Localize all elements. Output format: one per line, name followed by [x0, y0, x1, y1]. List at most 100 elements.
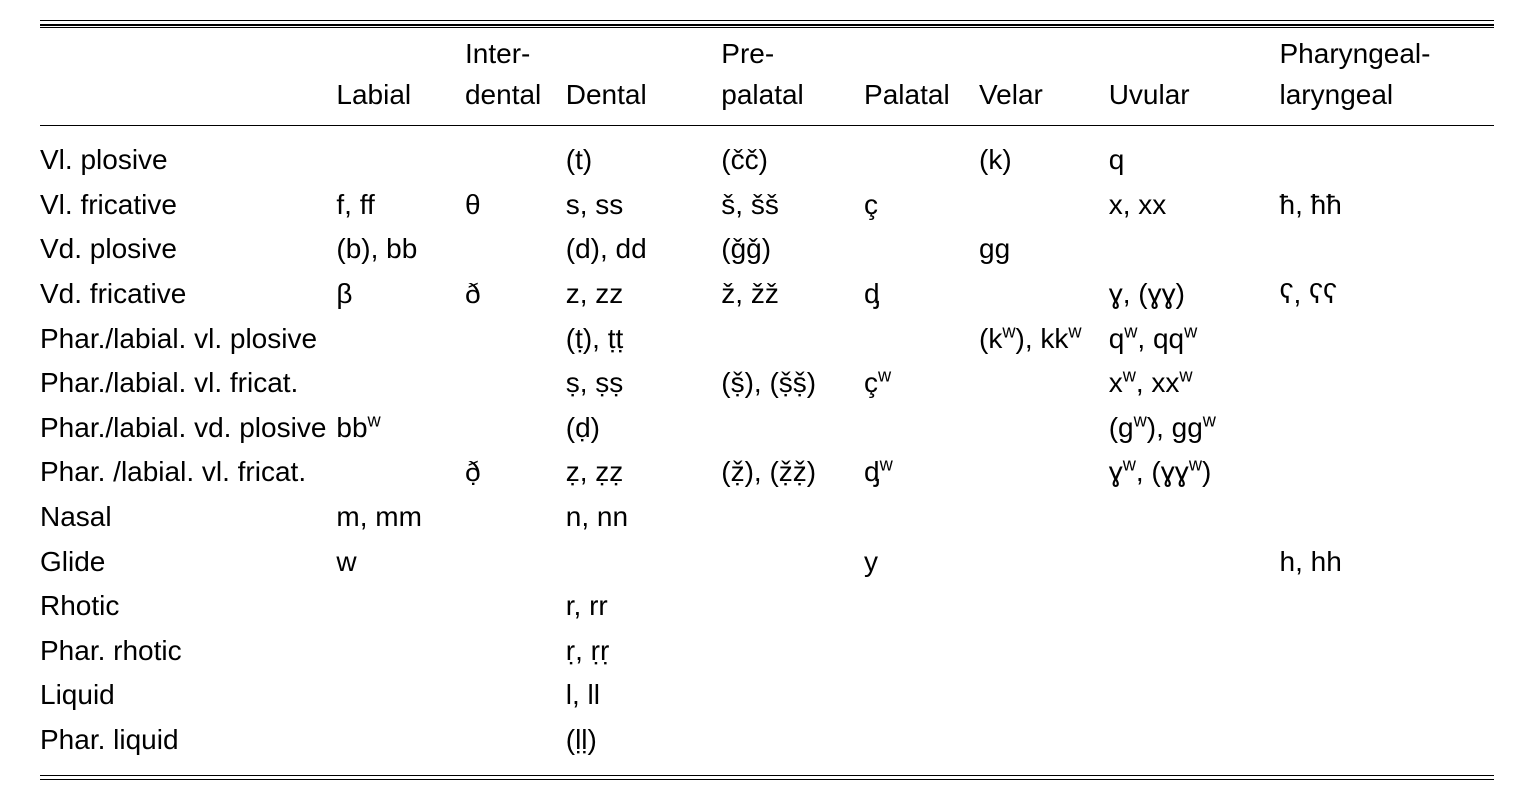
cell	[1280, 584, 1495, 629]
cell: (gw), ggw	[1109, 406, 1280, 451]
cell: w	[336, 540, 465, 585]
cell	[336, 317, 465, 362]
bottom-rule-2	[40, 779, 1494, 780]
cell	[465, 406, 566, 451]
col-header-rowlabel	[40, 27, 336, 126]
cell: l, ll	[566, 673, 722, 718]
table-row: Vd. fricativeβðz, zzž, žžᶁɣ, (ɣɣ)ʕ, ʕʕ	[40, 272, 1494, 317]
cell	[864, 126, 979, 183]
cell	[721, 629, 864, 674]
row-label: Glide	[40, 540, 336, 585]
cell: ẓ, ẓẓ	[566, 450, 722, 495]
cell	[336, 361, 465, 406]
col-header-6: Velar	[979, 27, 1109, 126]
table-row: Phar. /labial. vl. fricat. ð̣ẓ, ẓẓ(ẓ̌), (…	[40, 450, 1494, 495]
cell: r, rr	[566, 584, 722, 629]
cell: q	[1109, 126, 1280, 183]
cell: (d), dd	[566, 227, 722, 272]
cell	[465, 495, 566, 540]
cell: bbw	[336, 406, 465, 451]
cell	[465, 361, 566, 406]
cell	[465, 317, 566, 362]
col-header-3: Dental	[566, 27, 722, 126]
cell	[1109, 629, 1280, 674]
cell: x, xx	[1109, 183, 1280, 228]
cell: h, hh	[1280, 540, 1495, 585]
row-label: Phar./labial. vl. fricat.	[40, 361, 336, 406]
cell	[864, 673, 979, 718]
col-header-5: Palatal	[864, 27, 979, 126]
cell: ṛ, ṛṛ	[566, 629, 722, 674]
cell: ħ, ħħ	[1280, 183, 1495, 228]
row-label: Vl. plosive	[40, 126, 336, 183]
cell	[1280, 361, 1495, 406]
cell	[336, 450, 465, 495]
table-row: Vl. plosive(t)(čč)(k)q	[40, 126, 1494, 183]
cell: (ṭ), ṭṭ	[566, 317, 722, 362]
cell	[721, 540, 864, 585]
cell: (ǧǧ)	[721, 227, 864, 272]
cell	[979, 673, 1109, 718]
cell	[465, 126, 566, 183]
row-label: Phar. liquid	[40, 718, 336, 775]
cell: (ḷḷ)	[566, 718, 722, 775]
table-row: Liquidl, ll	[40, 673, 1494, 718]
cell	[465, 227, 566, 272]
cell	[465, 629, 566, 674]
cell	[1280, 227, 1495, 272]
cell: ç	[864, 183, 979, 228]
table-row: Phar./labial. vl. fricat. ṣ, ṣṣ(ṣ̌), (ṣ̌ṣ…	[40, 361, 1494, 406]
cell: qw, qqw	[1109, 317, 1280, 362]
cell	[1280, 450, 1495, 495]
cell: ž, žž	[721, 272, 864, 317]
cell: çw	[864, 361, 979, 406]
cell: xw, xxw	[1109, 361, 1280, 406]
cell: θ	[465, 183, 566, 228]
cell	[979, 540, 1109, 585]
cell	[1109, 718, 1280, 775]
cell	[864, 317, 979, 362]
row-label: Phar./labial. vl. plosive	[40, 317, 336, 362]
cell	[864, 406, 979, 451]
table-row: Vl. fricativef, ffθs, ssš, ššçx, xxħ, ħħ	[40, 183, 1494, 228]
cell	[721, 317, 864, 362]
table-row: Nasalm, mmn, nn	[40, 495, 1494, 540]
cell	[1280, 673, 1495, 718]
cell	[1280, 495, 1495, 540]
cell	[1109, 495, 1280, 540]
row-label: Phar. /labial. vl. fricat.	[40, 450, 336, 495]
cell: ṣ, ṣṣ	[566, 361, 722, 406]
cell	[979, 183, 1109, 228]
cell	[465, 540, 566, 585]
cell: (ḍ)	[566, 406, 722, 451]
row-label: Vd. plosive	[40, 227, 336, 272]
cell: m, mm	[336, 495, 465, 540]
cell	[1109, 673, 1280, 718]
table-row: Rhoticr, rr	[40, 584, 1494, 629]
table-row: Phar./labial. vl. plosive (ṭ), ṭṭ (kw), kk…	[40, 317, 1494, 362]
cell: (ẓ̌), (ẓ̌ẓ̌)	[721, 450, 864, 495]
cell	[979, 584, 1109, 629]
cell	[979, 718, 1109, 775]
cell: ʕ, ʕʕ	[1280, 272, 1495, 317]
cell: z, zz	[566, 272, 722, 317]
row-label: Nasal	[40, 495, 336, 540]
cell: ð̣	[465, 450, 566, 495]
cell	[336, 718, 465, 775]
col-header-1: Labial	[336, 27, 465, 126]
cell	[336, 629, 465, 674]
cell: y	[864, 540, 979, 585]
cell	[566, 540, 722, 585]
cell	[1280, 317, 1495, 362]
cell	[1280, 629, 1495, 674]
cell	[465, 718, 566, 775]
cell: (ṣ̌), (ṣ̌ṣ̌)	[721, 361, 864, 406]
cell	[1109, 584, 1280, 629]
row-label: Phar./labial. vd. plosive	[40, 406, 336, 451]
table-row: Phar. liquid (ḷḷ)	[40, 718, 1494, 775]
cell: (kw), kkw	[979, 317, 1109, 362]
row-label: Vl. fricative	[40, 183, 336, 228]
cell	[721, 406, 864, 451]
cell: s, ss	[566, 183, 722, 228]
col-header-4: Pre-palatal	[721, 27, 864, 126]
